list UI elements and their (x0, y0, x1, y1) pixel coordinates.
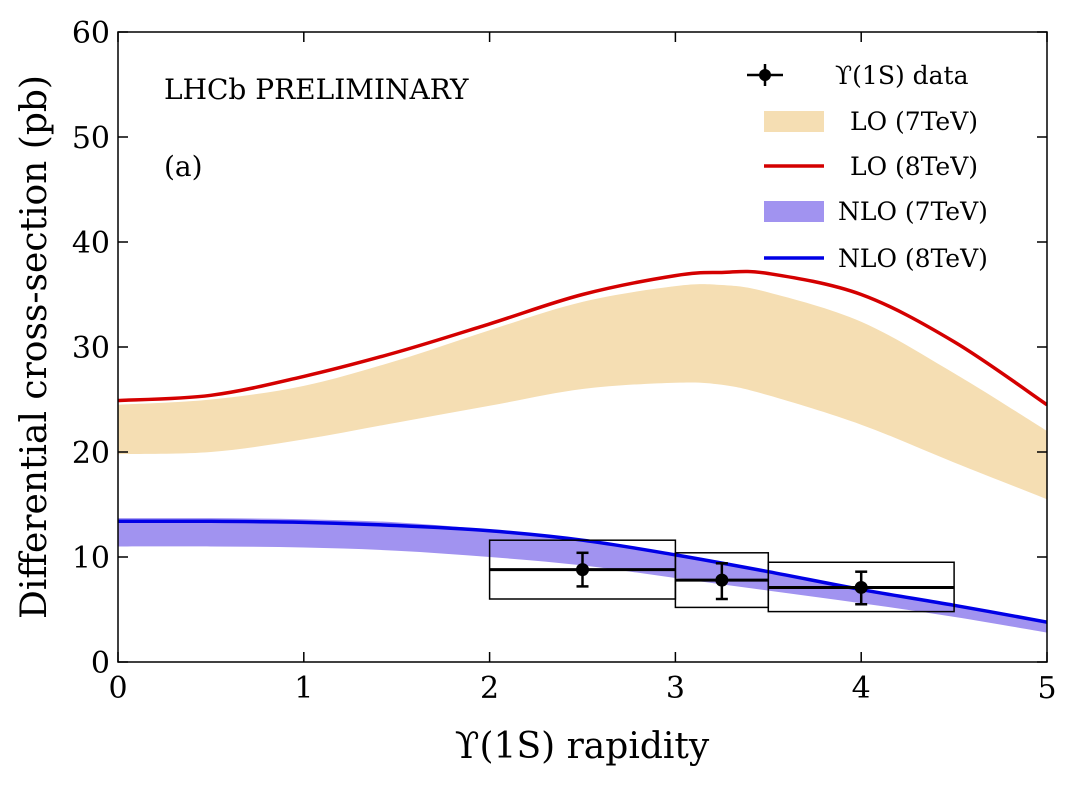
legend-item-lo-7tev: LO (7TeV) (764, 107, 978, 136)
legend-label-nlo-8tev: NLO (8TeV) (838, 244, 988, 273)
plot-area (118, 269, 1047, 633)
curve-lo-8tev (118, 269, 1047, 407)
panel-label: (a) (164, 150, 203, 183)
x-axis-title: ϒ(1S) rapidity (455, 726, 710, 767)
legend-label-lo-8tev: LO (8TeV) (850, 152, 978, 181)
legend: ϒ(1S) data LO (7TeV) LO (8TeV) NLO (7TeV… (747, 61, 988, 273)
x-tick-label: 0 (108, 671, 127, 706)
x-tick-label: 4 (852, 671, 871, 706)
band-lo-7tev (118, 284, 1047, 500)
data-point-3 (767, 561, 955, 613)
data-marker (854, 580, 868, 594)
legend-label-data: ϒ(1S) data (835, 61, 969, 90)
legend-item-lo-8tev: LO (8TeV) (764, 152, 978, 181)
lhcb-preliminary-label: LHCb PRELIMINARY (164, 73, 469, 106)
y-tick-label: 20 (72, 436, 110, 471)
x-tick-label: 3 (666, 671, 685, 706)
legend-swatch-lo-7tev (764, 111, 824, 132)
legend-swatch-nlo-7tev (764, 201, 824, 222)
x-tick-label: 5 (1037, 671, 1056, 706)
legend-label-nlo-7tev: NLO (7TeV) (838, 197, 988, 226)
y-axis-title: Differential cross-section (pb) (14, 75, 55, 619)
band-nlo-7tev (118, 518, 1047, 633)
y-tick-label: 0 (91, 646, 110, 681)
legend-item-nlo-8tev: NLO (8TeV) (764, 244, 988, 273)
x-tick-label: 1 (294, 671, 313, 706)
y-tick-label: 60 (72, 16, 110, 51)
legend-item-nlo-7tev: NLO (7TeV) (764, 197, 988, 226)
y-tick-label: 30 (72, 331, 110, 366)
y-tick-label: 10 (72, 541, 110, 576)
legend-item-data: ϒ(1S) data (747, 61, 969, 90)
y-tick-label: 40 (72, 226, 110, 261)
legend-label-lo-7tev: LO (7TeV) (850, 107, 978, 136)
legend-marker-data-dot (759, 69, 771, 81)
data-marker (576, 563, 589, 577)
data-marker (715, 573, 729, 587)
x-tick-label: 2 (480, 671, 499, 706)
y-tick-label: 50 (72, 121, 110, 156)
